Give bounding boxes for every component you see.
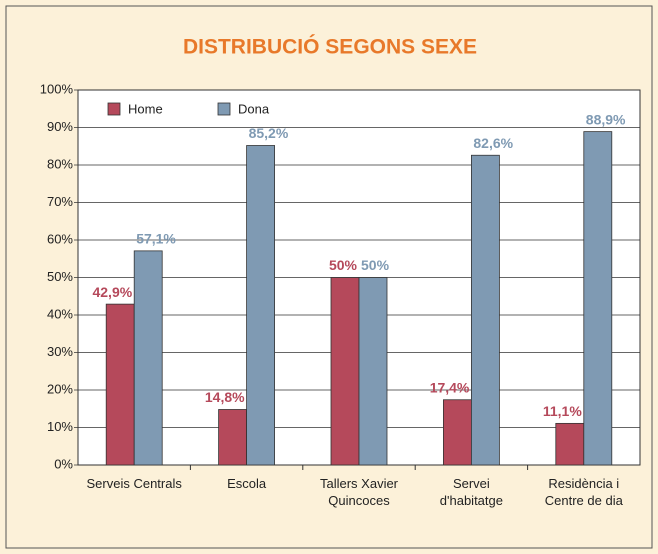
data-label: 42,9% bbox=[92, 284, 132, 300]
data-label: 85,2% bbox=[249, 125, 289, 141]
data-label: 14,8% bbox=[205, 389, 245, 405]
chart-title: DISTRIBUCIÓ SEGONS SEXE bbox=[183, 35, 477, 59]
data-label: 17,4% bbox=[430, 379, 470, 395]
bar bbox=[583, 131, 613, 466]
bar bbox=[218, 409, 248, 466]
y-tick-label: 20% bbox=[47, 381, 73, 396]
bar bbox=[555, 422, 585, 466]
bar bbox=[470, 154, 500, 466]
bar bbox=[358, 277, 388, 466]
frame bbox=[5, 5, 653, 549]
x-tick-label: Residència i Centre de dia bbox=[544, 476, 623, 508]
bar bbox=[330, 277, 360, 466]
legend-swatch bbox=[217, 102, 231, 116]
bar bbox=[246, 145, 276, 466]
legend-label: Dona bbox=[238, 101, 270, 116]
bar bbox=[105, 303, 135, 466]
legend-label: Home bbox=[128, 101, 163, 116]
y-tick-label: 40% bbox=[47, 306, 73, 321]
y-tick-label: 30% bbox=[47, 344, 73, 359]
x-tick-label: Servei d'habitatge bbox=[439, 476, 503, 508]
bar bbox=[133, 250, 163, 466]
data-label: 57,1% bbox=[136, 231, 176, 247]
x-tick-label: Escola bbox=[227, 476, 267, 491]
data-label: 50% bbox=[361, 257, 390, 273]
y-tick-label: 50% bbox=[47, 269, 73, 284]
y-tick-label: 70% bbox=[47, 194, 73, 209]
x-tick-label: Serveis Centrals bbox=[86, 476, 182, 491]
data-label: 88,9% bbox=[586, 111, 626, 127]
data-label: 11,1% bbox=[543, 403, 582, 419]
y-tick-label: 0% bbox=[54, 456, 73, 471]
y-tick-label: 10% bbox=[47, 419, 73, 434]
y-tick-label: 100% bbox=[40, 81, 74, 96]
y-tick-label: 60% bbox=[47, 231, 73, 246]
y-tick-label: 90% bbox=[47, 119, 73, 134]
legend-swatch bbox=[107, 102, 121, 116]
y-tick-label: 80% bbox=[47, 156, 73, 171]
data-label: 50% bbox=[329, 257, 358, 273]
data-label: 82,6% bbox=[473, 135, 513, 151]
bar bbox=[442, 399, 472, 466]
x-tick-label: Tallers Xavier Quincoces bbox=[319, 476, 399, 508]
